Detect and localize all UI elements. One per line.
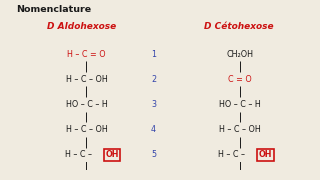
Text: 1: 1 <box>151 50 156 59</box>
Text: H – C – OH: H – C – OH <box>219 125 261 134</box>
Text: 3: 3 <box>151 100 156 109</box>
Text: H – C –: H – C – <box>219 150 245 159</box>
Text: D Cétohexose: D Cétohexose <box>204 22 273 31</box>
Text: 4: 4 <box>151 125 156 134</box>
Text: 2: 2 <box>151 75 156 84</box>
Text: HO – C – H: HO – C – H <box>66 100 107 109</box>
Text: H – C – OH: H – C – OH <box>66 125 107 134</box>
Text: OH: OH <box>259 150 272 159</box>
Text: 5: 5 <box>151 150 156 159</box>
Text: C = O: C = O <box>228 75 252 84</box>
Text: HO – C – H: HO – C – H <box>219 100 261 109</box>
Text: Nomenclature: Nomenclature <box>16 5 91 14</box>
Text: OH: OH <box>105 150 119 159</box>
Text: H – C –: H – C – <box>65 150 92 159</box>
Text: CH₂OH: CH₂OH <box>227 50 253 59</box>
Text: H – C – OH: H – C – OH <box>66 75 107 84</box>
Text: D Aldohexose: D Aldohexose <box>47 22 116 31</box>
Text: H – C = O: H – C = O <box>67 50 106 59</box>
